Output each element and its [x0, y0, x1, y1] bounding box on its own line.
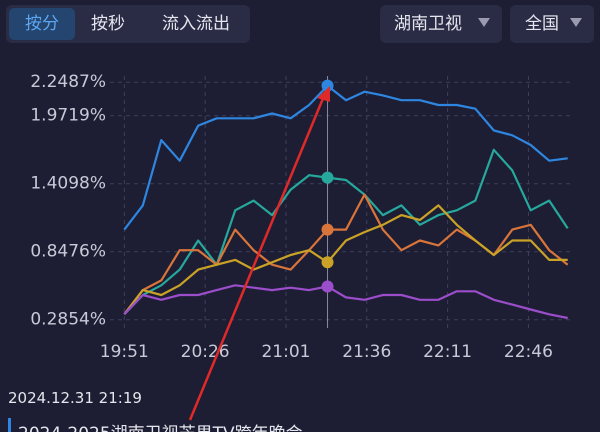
- series-line: [123, 148, 569, 316]
- x-tick-label: 22:11: [423, 342, 472, 362]
- cursor-dot: [321, 171, 334, 184]
- x-tick-label: 19:51: [100, 342, 149, 362]
- series-line: [123, 84, 568, 231]
- y-tick-label: 0.8476%: [30, 242, 106, 262]
- series-line: [123, 284, 568, 320]
- y-tick-label: 1.4098%: [30, 174, 106, 194]
- x-tick-label: 22:46: [504, 342, 553, 362]
- chart: 0.2854% 0.8476% 1.4098% 1.9719% 2.2487% 19:51…: [30, 72, 570, 362]
- cursor-dot: [321, 223, 334, 236]
- tab[interactable]: 流入流出: [162, 14, 230, 34]
- timestamp: 2024.12.31 21:19: [8, 389, 142, 407]
- annotation-arrow: [188, 95, 326, 421]
- tab-selected-bg: [9, 8, 75, 40]
- dropdown-label[interactable]: 全国: [525, 14, 559, 34]
- annotation-arrowhead: [317, 86, 330, 102]
- cursor-dot: [321, 79, 334, 92]
- tab[interactable]: 按分: [25, 14, 59, 34]
- x-tick-label: 21:36: [342, 342, 391, 362]
- program-title: 2024-2025湖南卫视芒果TV跨年晚会: [18, 424, 303, 432]
- dropdown-bg[interactable]: [510, 5, 594, 43]
- y-tick-label: 1.9719%: [30, 106, 106, 126]
- dropdown-icon: [570, 18, 582, 27]
- cursor-dot: [321, 256, 334, 269]
- dropdown-icon: [478, 18, 490, 27]
- dropdown-bg[interactable]: [380, 5, 502, 43]
- date: 2024.12.31: [8, 389, 94, 407]
- x-tick-label: 21:01: [261, 342, 310, 362]
- program-marker: [8, 418, 11, 432]
- series-line: [123, 204, 568, 315]
- time: 21:19: [99, 389, 142, 407]
- y-tick-label: 0.2854%: [30, 310, 106, 330]
- dropdown-label[interactable]: 湖南卫视: [394, 14, 462, 34]
- tab[interactable]: 按秒: [91, 14, 125, 34]
- cursor-dot: [321, 280, 334, 293]
- y-tick-label: 2.2487%: [30, 72, 106, 92]
